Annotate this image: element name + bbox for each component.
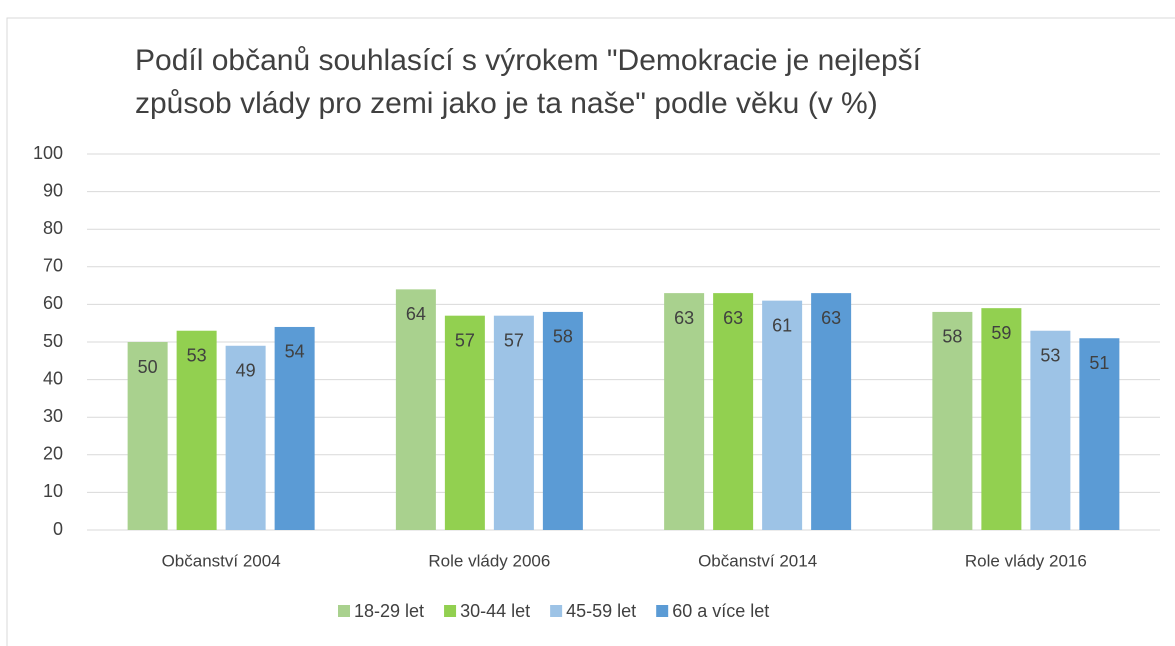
bar xyxy=(444,315,485,530)
legend-label: 30-44 let xyxy=(460,601,530,621)
y-tick-label: 90 xyxy=(43,180,63,200)
y-tick-label: 10 xyxy=(43,481,63,501)
data-label: 63 xyxy=(723,308,743,328)
data-label: 64 xyxy=(406,304,426,324)
y-tick-label: 70 xyxy=(43,256,63,276)
bar xyxy=(176,330,217,530)
y-tick-label: 20 xyxy=(43,444,63,464)
data-label: 63 xyxy=(674,308,694,328)
bar xyxy=(225,345,266,530)
y-tick-label: 80 xyxy=(43,218,63,238)
bar xyxy=(762,300,803,530)
bar xyxy=(1079,338,1120,530)
bar xyxy=(1030,330,1071,530)
bar xyxy=(932,311,973,530)
y-tick-label: 30 xyxy=(43,406,63,426)
data-label: 53 xyxy=(1040,345,1060,365)
chart-title: způsob vlády pro zemi jako je ta naše" p… xyxy=(135,87,878,120)
y-tick-label: 0 xyxy=(53,519,63,539)
legend-label: 45-59 let xyxy=(566,601,636,621)
legend-label: 18-29 let xyxy=(354,601,424,621)
legend-swatch xyxy=(444,605,457,617)
data-label: 49 xyxy=(236,361,256,381)
x-tick-label: Role vlády 2006 xyxy=(428,551,550,570)
y-tick-label: 40 xyxy=(43,368,63,388)
data-label: 63 xyxy=(821,308,841,328)
bar xyxy=(981,308,1022,530)
legend-label: 60 a více let xyxy=(672,601,769,621)
bar xyxy=(713,293,754,530)
bar xyxy=(664,293,705,530)
bar xyxy=(127,342,168,530)
x-tick-label: Občanství 2004 xyxy=(162,551,281,570)
bar xyxy=(493,315,534,530)
data-label: 58 xyxy=(553,327,573,347)
x-tick-label: Občanství 2014 xyxy=(698,551,817,570)
data-label: 57 xyxy=(504,330,524,350)
data-label: 59 xyxy=(991,323,1011,343)
y-tick-label: 50 xyxy=(43,331,63,351)
legend-swatch xyxy=(656,605,669,617)
y-tick-label: 100 xyxy=(33,143,63,163)
y-tick-label: 60 xyxy=(43,293,63,313)
data-label: 53 xyxy=(187,345,207,365)
x-tick-label: Role vlády 2016 xyxy=(965,551,1087,570)
data-label: 50 xyxy=(138,357,158,377)
bar xyxy=(542,311,583,530)
chart-title: Podíl občanů souhlasící s výrokem "Demok… xyxy=(135,44,922,77)
bar xyxy=(274,326,315,530)
data-label: 61 xyxy=(772,315,792,335)
data-label: 57 xyxy=(455,330,475,350)
data-label: 58 xyxy=(942,327,962,347)
legend-swatch xyxy=(338,605,350,617)
bar xyxy=(395,289,436,530)
legend-swatch xyxy=(550,605,563,617)
data-label: 51 xyxy=(1089,353,1109,373)
data-label: 54 xyxy=(285,342,305,362)
bar xyxy=(811,293,852,530)
